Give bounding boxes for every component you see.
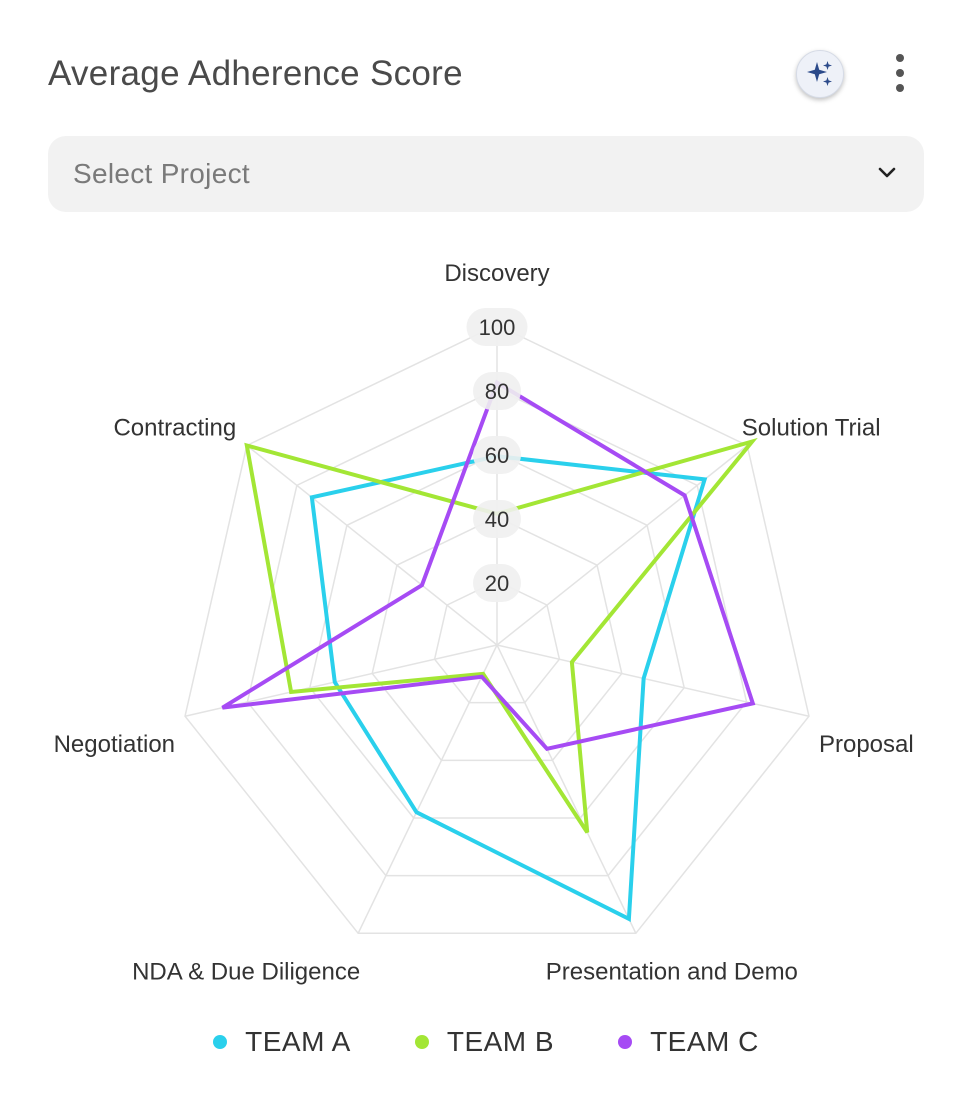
axis-label: Negotiation: [54, 731, 175, 758]
more-options-button[interactable]: [880, 50, 920, 96]
legend-item[interactable]: TEAM B: [414, 1026, 555, 1058]
grid-spoke: [496, 644, 637, 934]
card-title: Average Adherence Score: [48, 54, 463, 93]
grid-ring: [246, 388, 748, 877]
ai-insights-button[interactable]: [796, 50, 844, 98]
grid-spoke: [246, 444, 498, 646]
tick-label: 40: [485, 507, 509, 532]
series-team-c[interactable]: [221, 379, 756, 751]
more-vertical-icon: [896, 54, 904, 62]
legend-swatch: [618, 1035, 633, 1049]
more-dot: [896, 84, 904, 92]
grid-spoke: [357, 644, 498, 934]
tick-label: 80: [485, 379, 509, 404]
axis-label: Proposal: [819, 731, 914, 758]
axis-label: NDA & Due Diligence: [132, 958, 360, 985]
project-select-placeholder: Select Project: [73, 158, 250, 189]
legend-swatch: [213, 1035, 228, 1049]
tick-label: 20: [485, 571, 509, 596]
grid-spoke: [496, 644, 810, 717]
tick-label: 100: [479, 315, 516, 340]
axis-label: Presentation and Demo: [546, 958, 798, 985]
more-dot: [896, 69, 904, 77]
chevron-down-icon: [878, 167, 896, 178]
sparkles-icon: [807, 61, 832, 86]
tick-pill: [473, 372, 521, 410]
legend-label: TEAM B: [446, 1026, 555, 1057]
grid-ring: [433, 580, 561, 704]
radar-axis-labels: Discovery Solution Trial Proposal Presentat…: [54, 260, 914, 985]
tick-pill: [473, 436, 521, 474]
radar-ticks: 20 40 60 80 100: [466, 308, 528, 602]
axis-label: Discovery: [444, 260, 549, 287]
series-team-b[interactable]: [244, 437, 758, 834]
tick-pill: [473, 500, 521, 538]
grid-ring: [309, 452, 685, 819]
chart-legend: TEAM A TEAM B TEAM C: [0, 1020, 972, 1064]
radar-series: [221, 379, 758, 923]
grid-ring: [371, 516, 623, 762]
tick-pill: [466, 308, 528, 346]
tick-label: 60: [485, 443, 509, 468]
legend-label: TEAM A: [245, 1026, 351, 1057]
tick-pill: [473, 564, 521, 602]
axis-label: Contracting: [113, 414, 236, 441]
grid-spoke: [496, 444, 748, 646]
legend-item[interactable]: TEAM A: [213, 1026, 351, 1058]
legend-item[interactable]: TEAM C: [618, 1026, 759, 1058]
grid-ring: [184, 324, 810, 935]
project-select[interactable]: Select Project: [48, 136, 924, 212]
radar-chart: 20 40 60 80 100 Discovery Solution Trial Propo…: [54, 260, 914, 985]
legend-swatch: [414, 1035, 429, 1049]
legend-label: TEAM C: [650, 1026, 759, 1057]
axis-label: Solution Trial: [742, 414, 881, 441]
